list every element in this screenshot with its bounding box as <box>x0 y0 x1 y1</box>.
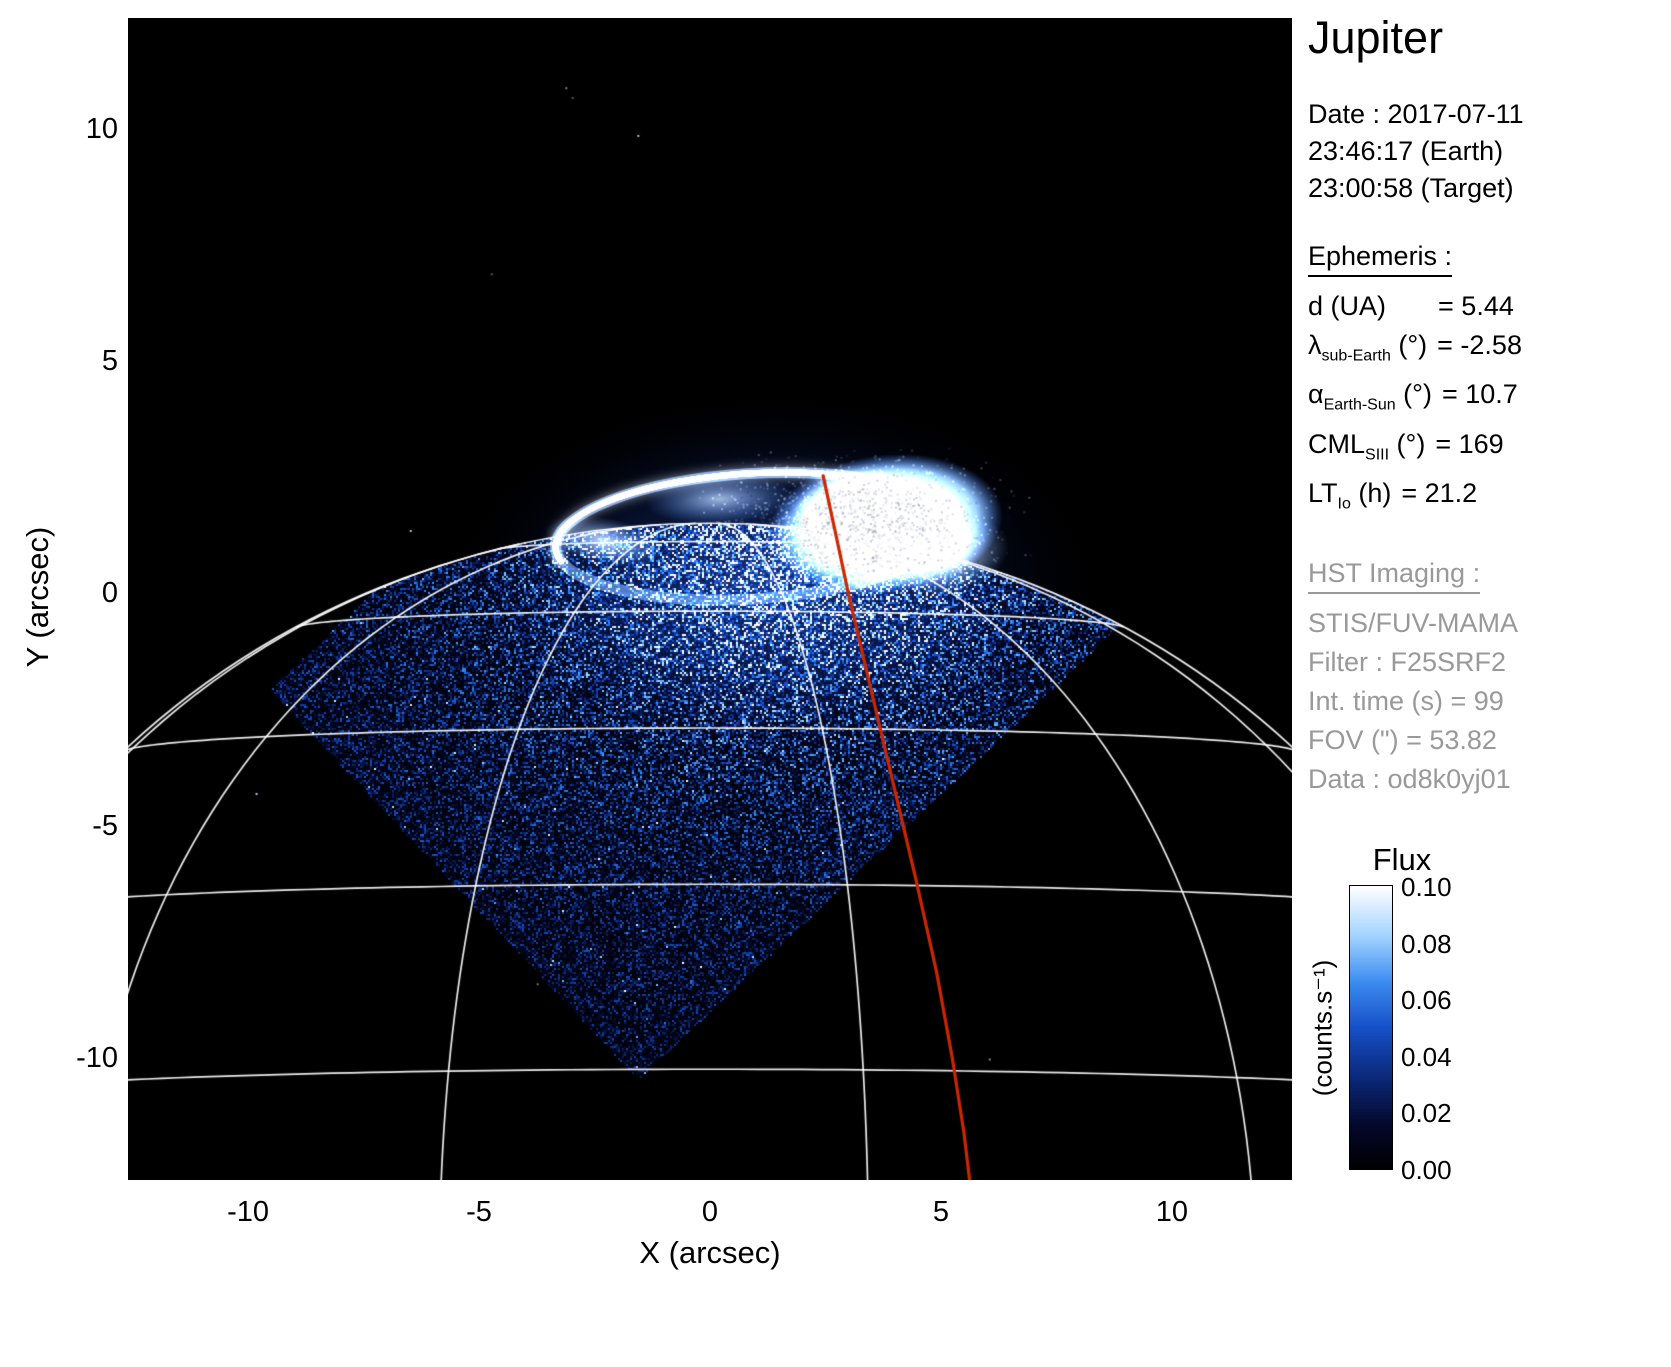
colorbar-tick-label: 0.06 <box>1401 985 1452 1016</box>
ephemeris-list: d (UA) = 5.44 λsub-Earth (°) = -2.58 αEarth-… <box>1308 287 1666 524</box>
x-tick-labels: -10 -5 0 5 10 <box>128 1196 1292 1234</box>
hst-info-line: FOV (") = 53.82 <box>1308 724 1497 755</box>
ephemeris-row: LTIo (h) = 21.2 <box>1308 478 1478 513</box>
y-tick-label: -5 <box>92 809 118 842</box>
y-tick-label: -10 <box>76 1042 118 1075</box>
ephemeris-row: d (UA) = 5.44 <box>1308 291 1514 321</box>
colorbar-tick-labels: 0.10 0.08 0.06 0.04 0.02 0.00 <box>1401 872 1491 1185</box>
hst-info-line: Filter : F25SRF2 <box>1308 646 1507 677</box>
x-tick-label: 5 <box>932 1196 950 1228</box>
ephemeris-header-text: Ephemeris : <box>1308 241 1453 277</box>
y-tick-labels: -10 -5 0 5 10 <box>26 18 118 1180</box>
ephemeris-row: λsub-Earth (°) = -2.58 <box>1308 330 1522 365</box>
colorbar-unit-label: (counts.s⁻¹) <box>1307 959 1338 1097</box>
hst-header: HST Imaging : <box>1308 558 1666 594</box>
x-tick-label: -10 <box>227 1196 270 1228</box>
ephemeris-row: αEarth-Sun (°) = 10.7 <box>1308 379 1518 414</box>
x-tick-label: 10 <box>1155 1196 1189 1228</box>
hst-info-line: Int. time (s) = 99 <box>1308 685 1504 716</box>
colorbar-title: Flux <box>1372 842 1432 877</box>
x-tick-label: -5 <box>466 1196 492 1228</box>
y-tick-label: 10 <box>85 112 118 145</box>
info-panel: Jupiter Date : 2017-07-11 23:46:17 (Eart… <box>1308 12 1666 799</box>
obs-date: Date : 2017-07-11 <box>1308 99 1524 129</box>
x-tick-label: 0 <box>701 1196 719 1228</box>
y-tick-label: 0 <box>101 577 118 610</box>
hst-info-line: Data : od8k0yj01 <box>1308 763 1511 794</box>
obs-time-target: 23:00:58 (Target) <box>1308 173 1514 203</box>
ephemeris-row: CMLSIII (°) = 169 <box>1308 428 1504 464</box>
colorbar-tick-label: 0.10 <box>1401 872 1452 902</box>
colorbar-tick-label: 0.02 <box>1401 1098 1452 1129</box>
colorbar-tick-label: 0.00 <box>1401 1155 1452 1185</box>
x-axis-label: X (arcsec) <box>639 1235 781 1270</box>
observation-block: Date : 2017-07-11 23:46:17 (Earth) 23:00… <box>1308 96 1666 207</box>
ephemeris-header: Ephemeris : <box>1308 241 1666 277</box>
plot-canvas <box>128 18 1292 1180</box>
obs-time-earth: 23:46:17 (Earth) <box>1308 136 1504 166</box>
y-tick-label: 5 <box>101 344 118 377</box>
hst-info-line: STIS/FUV-MAMA <box>1308 607 1519 638</box>
hst-list: STIS/FUV-MAMA Filter : F25SRF2 Int. time (… <box>1308 604 1666 799</box>
page-title: Jupiter <box>1308 12 1444 63</box>
colorbar-tick-label: 0.04 <box>1401 1041 1452 1072</box>
colorbar-gradient <box>1349 885 1393 1170</box>
colorbar-tick-label: 0.08 <box>1401 928 1452 959</box>
hst-header-text: HST Imaging : <box>1308 558 1481 594</box>
